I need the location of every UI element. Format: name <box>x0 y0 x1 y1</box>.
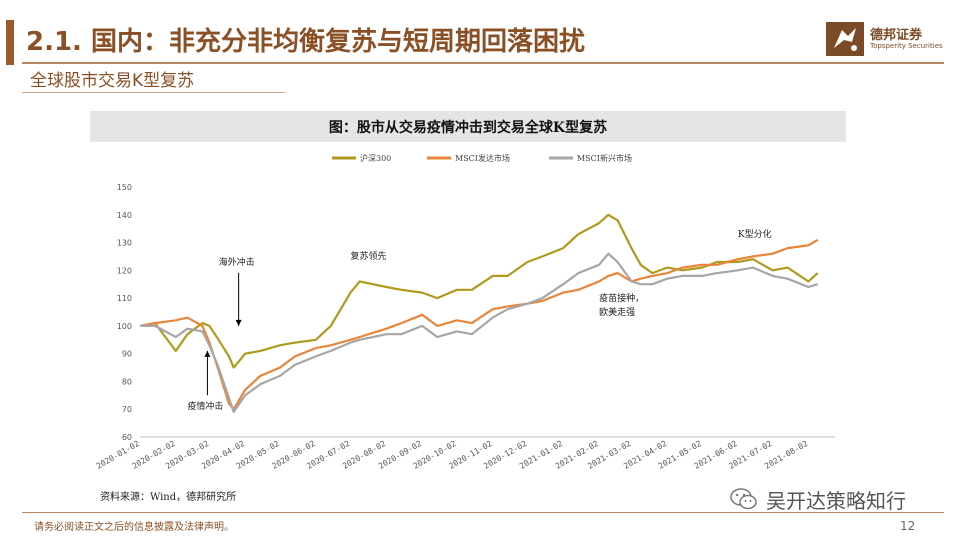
annotation-arrowhead <box>204 350 211 357</box>
page-number: 12 <box>900 519 916 533</box>
chart-title: 图：股市从交易疫情冲击到交易全球K型复苏 <box>328 119 608 136</box>
chart-svg: 607080901001101201301401502020-01-022020… <box>95 153 835 471</box>
chart-title-bar: 图：股市从交易疫情冲击到交易全球K型复苏 <box>90 111 846 142</box>
series-line <box>139 213 819 369</box>
series-line <box>140 252 819 414</box>
annotation-label: 疫苗接种， <box>599 292 644 304</box>
y-tick-label: 70 <box>122 405 132 414</box>
title-accent-bar <box>6 20 14 65</box>
company-logo-icon <box>826 22 864 56</box>
page-title: 2.1. 国内：非充分非均衡复苏与短周期回落困扰 <box>26 27 585 57</box>
y-tick-label: 60 <box>122 433 132 442</box>
y-tick-label: 110 <box>117 294 132 303</box>
y-tick-label: 100 <box>117 322 132 331</box>
source-note: 资料来源：Wind，德邦研究所 <box>100 492 237 503</box>
line-chart: 60 70 80 90 100 110 120 130 140 150 2020-01-02 2020… <box>90 142 850 482</box>
company-name-en: Topsperity Securities <box>870 42 943 50</box>
legend-label: MSCI新兴市场 <box>577 153 632 163</box>
annotation-label: K型分化 <box>738 228 772 240</box>
y-tick-label: 120 <box>117 266 132 275</box>
footer-disclaimer: 请务必阅读正文之后的信息披露及法律声明。 <box>34 522 234 533</box>
y-tick-label: 150 <box>117 183 132 192</box>
annotation-arrowhead <box>235 319 242 326</box>
watermark-text: 吴开达策略知行 <box>766 488 906 513</box>
annotation-label: 疫情冲击 <box>187 400 223 412</box>
legend-label: MSCI发达市场 <box>455 153 510 163</box>
annotation-label: 海外冲击 <box>219 256 255 268</box>
legend-label: 沪深300 <box>360 153 391 163</box>
annotation-label: 复苏领先 <box>350 250 386 262</box>
company-name-cn: 德邦证券 <box>870 28 923 43</box>
subtitle-divider <box>22 92 285 93</box>
y-tick-label: 80 <box>122 377 132 386</box>
title-divider <box>22 62 944 64</box>
y-tick-label: 130 <box>117 239 132 248</box>
wechat-icon <box>730 488 757 510</box>
annotation-label: 欧美走强 <box>599 306 635 318</box>
company-logo: 德邦证券 Topsperity Securities <box>826 20 946 60</box>
page-subtitle: 全球股市交易K型复苏 <box>30 71 195 91</box>
y-tick-label: 140 <box>117 211 132 220</box>
wechat-watermark: 吴开达策略知行 <box>730 485 906 513</box>
footer-divider <box>22 512 944 513</box>
y-tick-label: 90 <box>122 350 132 359</box>
